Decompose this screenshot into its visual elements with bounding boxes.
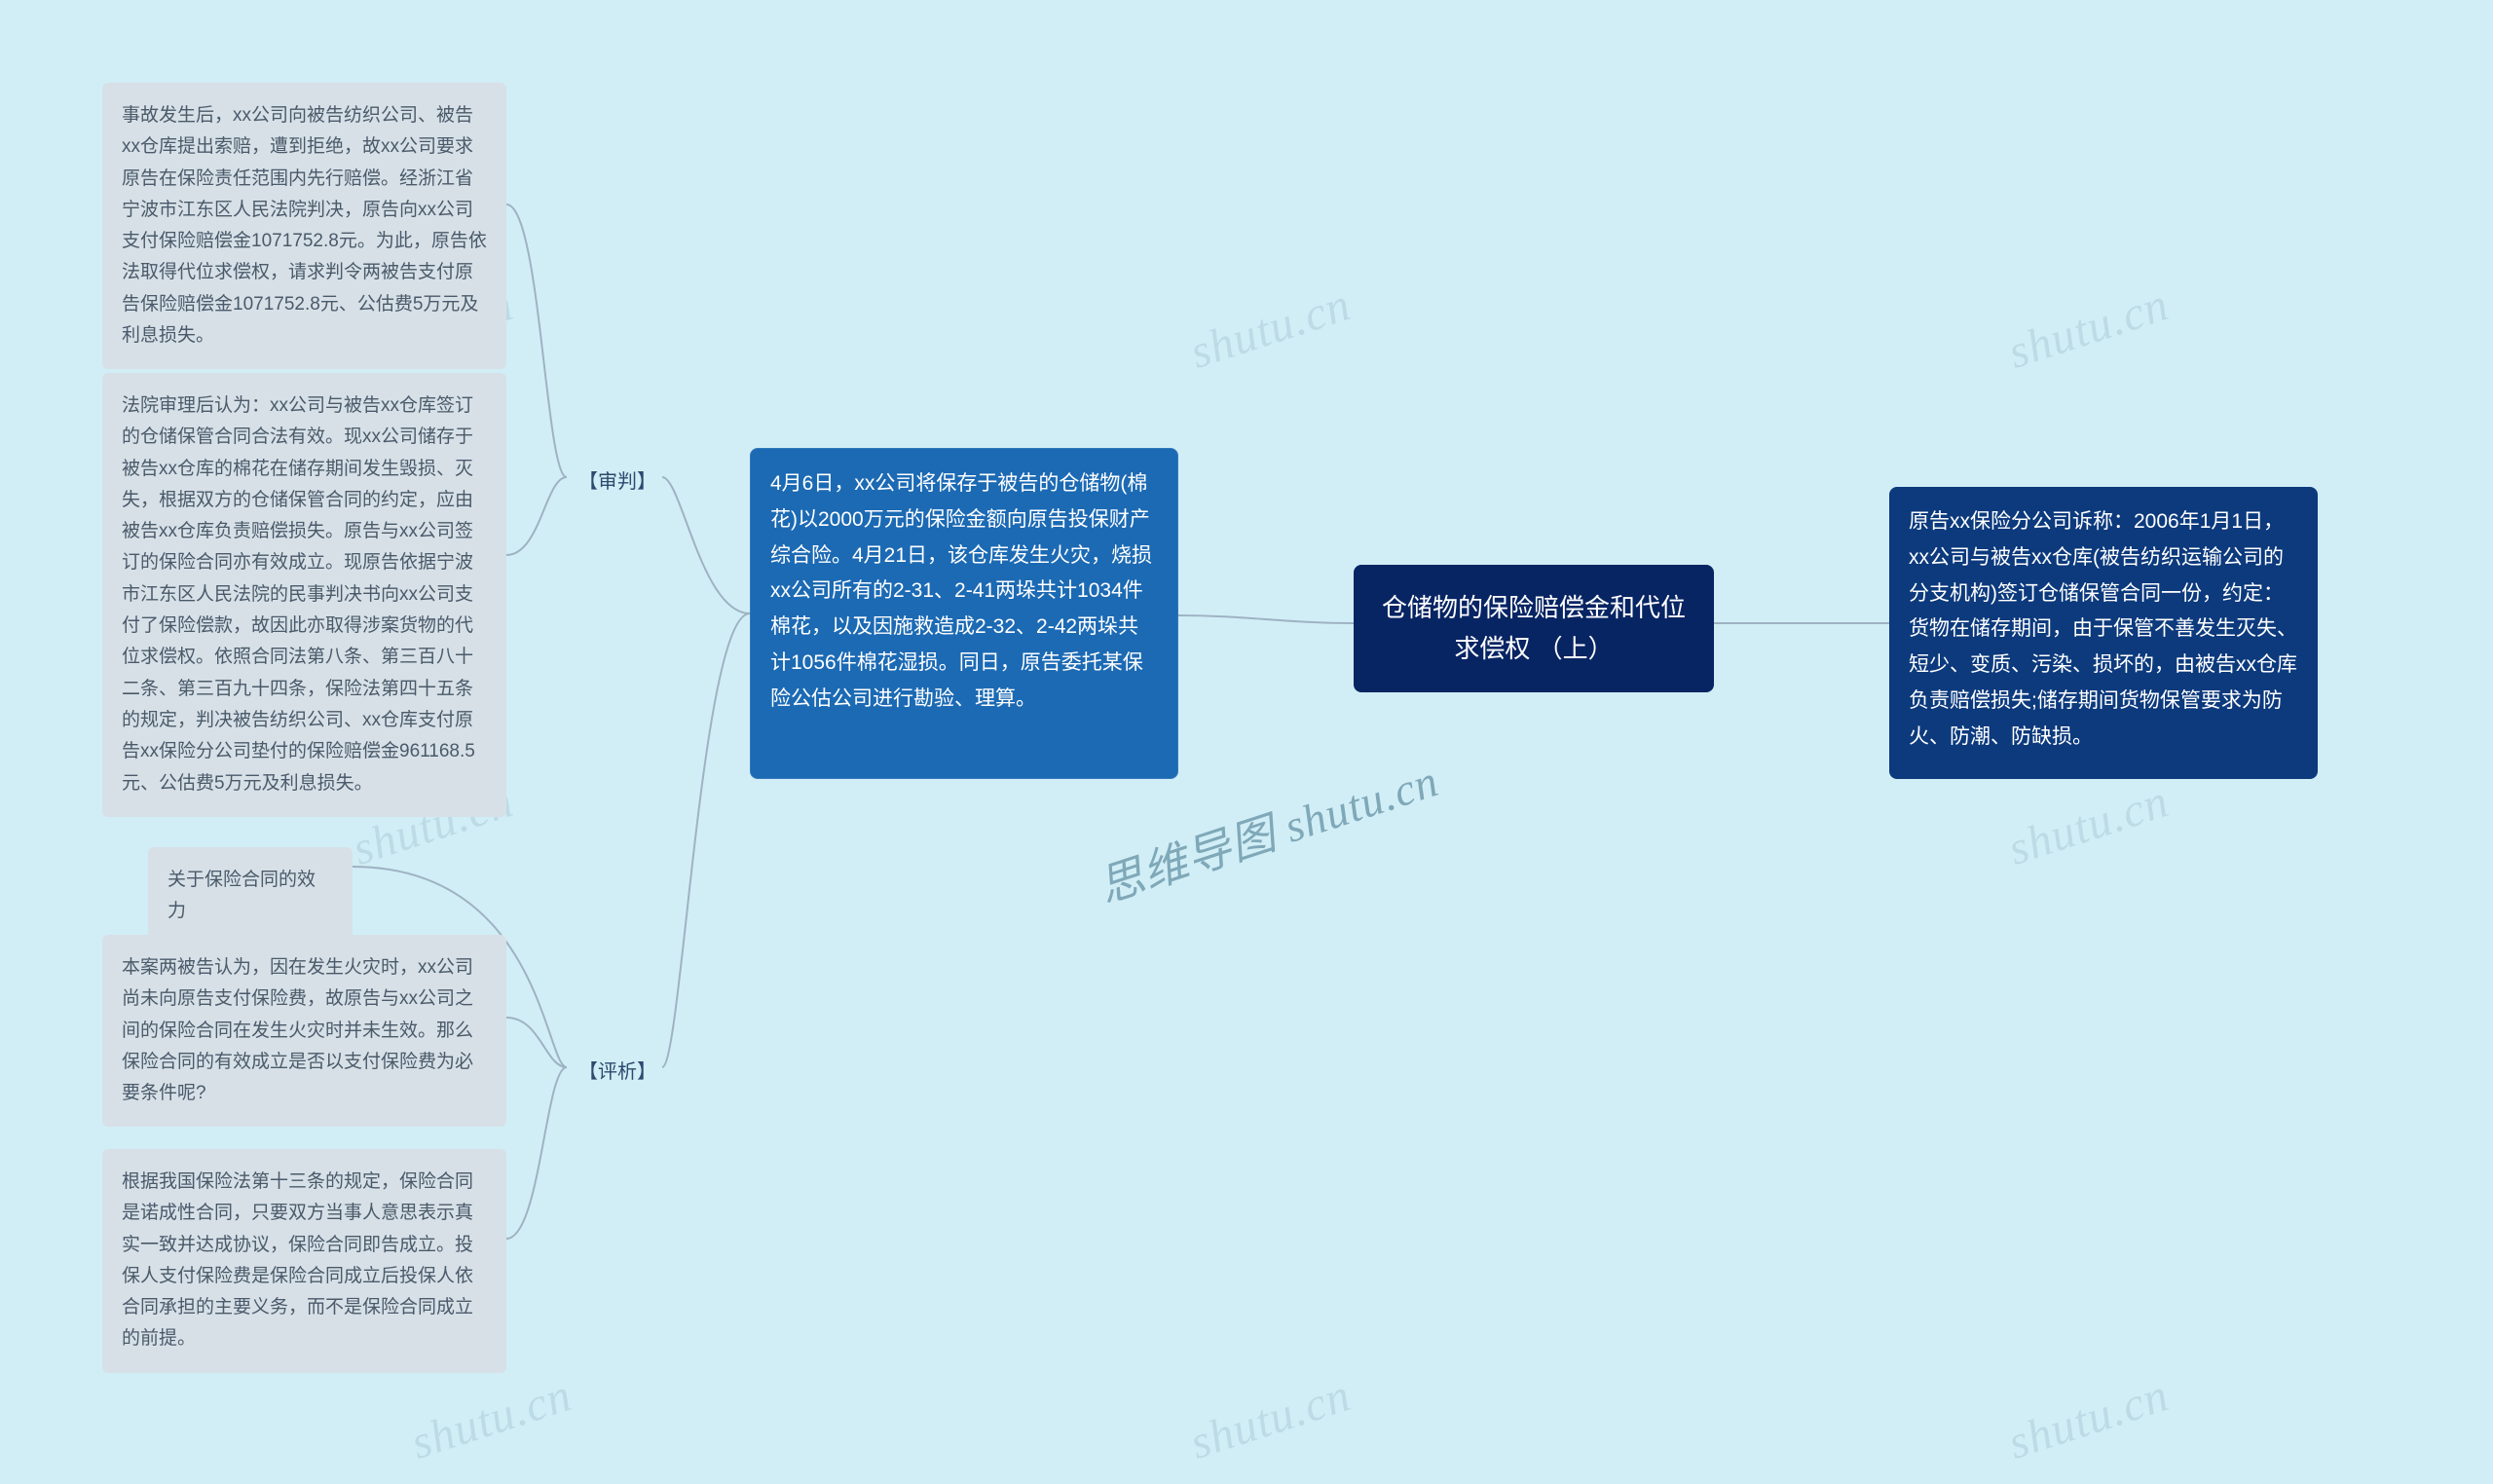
right-child-node[interactable]: 原告xx保险分公司诉称：2006年1月1日，xx公司与被告xx仓库(被告纺织运输…	[1889, 487, 2318, 779]
section-label: 【评析】	[578, 1061, 656, 1083]
left-child-text: 4月6日，xx公司将保存于被告的仓储物(棉花)以2000万元的保险金额向原告投保…	[770, 472, 1152, 710]
section-node-analysis[interactable]: 【评析】	[567, 1050, 664, 1094]
leaf-text: 法院审理后认为：xx公司与被告xx仓库签订的仓储保管合同合法有效。现xx公司储存…	[122, 395, 475, 794]
leaf-node-analysis-3[interactable]: 根据我国保险法第十三条的规定，保险合同是诺成性合同，只要双方当事人意思表示真实一…	[102, 1149, 506, 1373]
root-node-text: 仓储物的保险赔偿金和代位求偿权 （上）	[1382, 593, 1686, 663]
right-child-text: 原告xx保险分公司诉称：2006年1月1日，xx公司与被告xx仓库(被告纺织运输…	[1909, 510, 2297, 748]
section-label: 【审判】	[578, 471, 656, 493]
leaf-text: 根据我国保险法第十三条的规定，保险合同是诺成性合同，只要双方当事人意思表示真实一…	[122, 1171, 473, 1349]
leaf-text: 关于保险合同的效力	[167, 870, 316, 921]
left-child-node[interactable]: 4月6日，xx公司将保存于被告的仓储物(棉花)以2000万元的保险金额向原告投保…	[750, 448, 1178, 779]
section-node-trial[interactable]: 【审判】	[567, 460, 664, 504]
leaf-text: 事故发生后，xx公司向被告纺织公司、被告xx仓库提出索赔，遭到拒绝，故xx公司要…	[122, 105, 487, 346]
leaf-text: 本案两被告认为，因在发生火灾时，xx公司尚未向原告支付保险费，故原告与xx公司之…	[122, 957, 473, 1103]
leaf-node-analysis-1[interactable]: 关于保险合同的效力	[148, 847, 353, 946]
root-node[interactable]: 仓储物的保险赔偿金和代位求偿权 （上）	[1354, 565, 1714, 692]
leaf-node-trial-1[interactable]: 事故发生后，xx公司向被告纺织公司、被告xx仓库提出索赔，遭到拒绝，故xx公司要…	[102, 83, 506, 369]
leaf-node-analysis-2[interactable]: 本案两被告认为，因在发生火灾时，xx公司尚未向原告支付保险费，故原告与xx公司之…	[102, 935, 506, 1127]
leaf-node-trial-2[interactable]: 法院审理后认为：xx公司与被告xx仓库签订的仓储保管合同合法有效。现xx公司储存…	[102, 373, 506, 817]
